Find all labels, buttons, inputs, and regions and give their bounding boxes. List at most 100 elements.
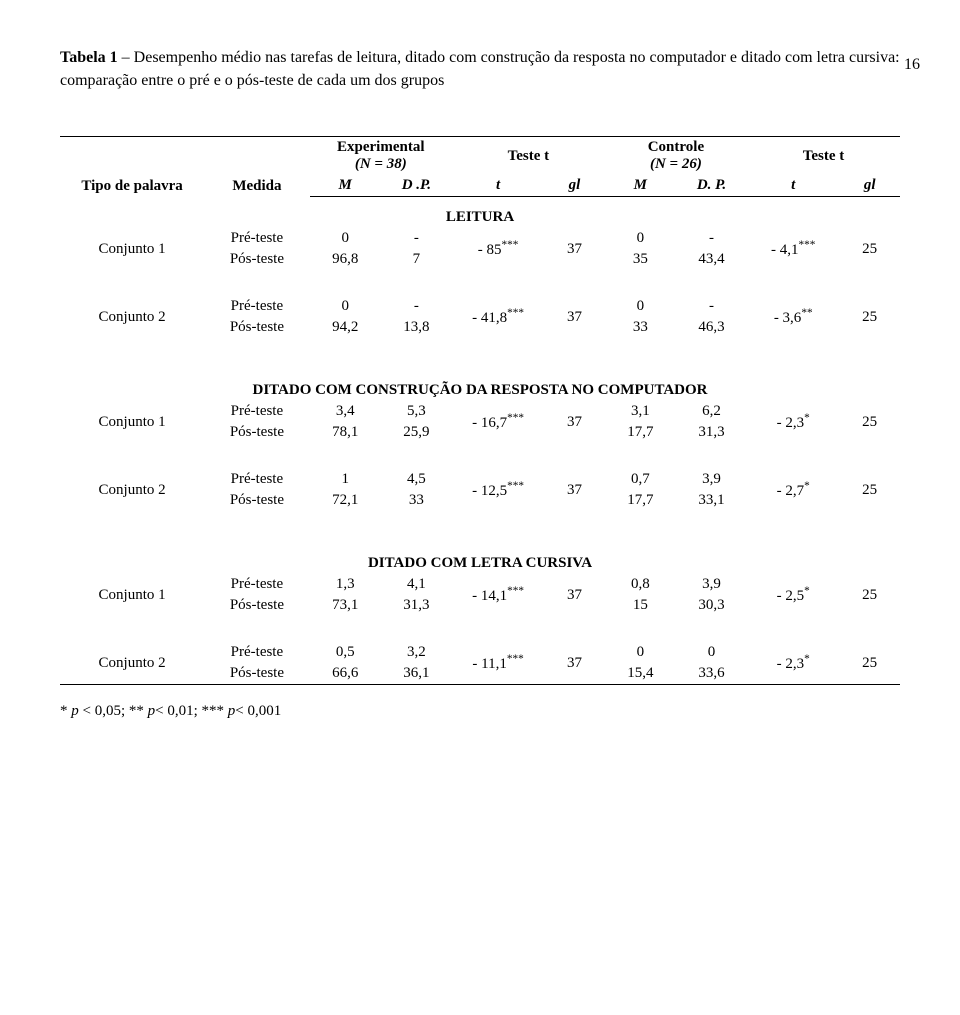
spacer (60, 616, 900, 642)
fn-star1: * (60, 703, 71, 719)
cell: 96,8 (310, 249, 381, 270)
th-teste-t-1: Teste t (452, 137, 605, 176)
t-val: - 2,7 (777, 483, 805, 499)
t-sig: *** (501, 239, 518, 251)
cell: 0 (676, 642, 747, 663)
label-pre: Pré-teste (204, 228, 309, 249)
cell: 6,2 (676, 401, 747, 422)
t-sig: *** (507, 585, 524, 597)
cell: 72,1 (310, 490, 381, 511)
cell-t: - 14,1*** (452, 574, 544, 616)
cell: 0,8 (605, 574, 676, 595)
cell: 31,3 (676, 422, 747, 443)
cell: 0 (310, 228, 381, 249)
th-gl-1: gl (544, 175, 605, 197)
label-pre: Pré-teste (204, 574, 309, 595)
table-row: Conjunto 2 Pré-teste 0 - - 41,8*** 37 0 … (60, 296, 900, 317)
th-exp-label: Experimental (337, 139, 425, 155)
cell: 31,3 (381, 595, 452, 616)
th-ctrl-n: (N = 26) (650, 156, 702, 172)
cell: 0,7 (605, 469, 676, 490)
t-val: - 2,5 (777, 588, 805, 604)
table-body: LEITURA Conjunto 1 Pré-teste 0 - - 85***… (60, 197, 900, 685)
cell-gl: 37 (544, 469, 605, 511)
th-teste-t-2: Teste t (747, 137, 900, 176)
cell-gl: 37 (544, 574, 605, 616)
cell-gl: 25 (839, 401, 900, 443)
section-ditado-comp: DITADO COM CONSTRUÇÃO DA RESPOSTA NO COM… (60, 338, 900, 401)
t-val: - 2,3 (777, 415, 805, 431)
cell: 3,9 (676, 469, 747, 490)
cell-t: - 16,7*** (452, 401, 544, 443)
label-c1: Conjunto 1 (60, 228, 204, 270)
cell: 1 (310, 469, 381, 490)
t-sig: *** (507, 653, 524, 665)
table-row: Conjunto 1 Pré-teste 0 - - 85*** 37 0 - … (60, 228, 900, 249)
t-val: - 12,5 (472, 483, 507, 499)
t-sig: * (804, 480, 810, 492)
t-val: - 2,3 (777, 656, 805, 672)
th-DP-2: D. P. (676, 175, 747, 197)
table-row: Conjunto 1 Pré-teste 1,3 4,1 - 14,1*** 3… (60, 574, 900, 595)
label-pos: Pós-teste (204, 317, 309, 338)
cell-t: - 3,6** (747, 296, 839, 338)
cell: 33 (381, 490, 452, 511)
cell: - (676, 296, 747, 317)
t-sig: *** (507, 307, 524, 319)
cell: 0,5 (310, 642, 381, 663)
results-table: Tipo de palavra Medida Experimental (N =… (60, 136, 900, 685)
cell-t: - 2,3* (747, 642, 839, 685)
table-caption: Tabela 1 – Desempenho médio nas tarefas … (60, 46, 900, 92)
cell-t: - 12,5*** (452, 469, 544, 511)
fn-p1v: < 0,05; (79, 703, 129, 719)
table-row: Conjunto 2 Pré-teste 1 4,5 - 12,5*** 37 … (60, 469, 900, 490)
cell: - (381, 296, 452, 317)
cell: 35 (605, 249, 676, 270)
cell: - (676, 228, 747, 249)
cell-gl: 37 (544, 228, 605, 270)
th-ctrl-label: Controle (648, 139, 704, 155)
cell: 33,1 (676, 490, 747, 511)
cell-gl: 25 (839, 469, 900, 511)
spacer (60, 270, 900, 296)
th-t-1: t (452, 175, 544, 197)
cell: 4,1 (381, 574, 452, 595)
t-sig: *** (507, 480, 524, 492)
cell: 36,1 (381, 663, 452, 685)
t-val: - 3,6 (774, 310, 802, 326)
cell-gl: 37 (544, 401, 605, 443)
label-c2: Conjunto 2 (60, 469, 204, 511)
t-sig: *** (507, 412, 524, 424)
label-c2: Conjunto 2 (60, 642, 204, 685)
label-c1: Conjunto 1 (60, 574, 204, 616)
cell: 25,9 (381, 422, 452, 443)
cell-gl: 25 (839, 228, 900, 270)
th-M-2: M (605, 175, 676, 197)
t-sig: * (804, 412, 810, 424)
cell: 0 (310, 296, 381, 317)
section-leitura: LEITURA (60, 197, 900, 229)
cell: 94,2 (310, 317, 381, 338)
t-val: - 16,7 (472, 415, 507, 431)
cell: 3,9 (676, 574, 747, 595)
cell-t: - 2,5* (747, 574, 839, 616)
cell: 33,6 (676, 663, 747, 685)
table-row: Conjunto 1 Pré-teste 3,4 5,3 - 16,7*** 3… (60, 401, 900, 422)
section-ditado-cursiva: DITADO COM LETRA CURSIVA (60, 511, 900, 574)
th-t-2: t (747, 175, 839, 197)
cell: 30,3 (676, 595, 747, 616)
t-val: - 4,1 (771, 242, 799, 258)
th-experimental: Experimental (N = 38) (310, 137, 452, 176)
page: 16 Tabela 1 – Desempenho médio nas taref… (0, 46, 960, 1015)
th-DP-1: D .P. (381, 175, 452, 197)
cell: 78,1 (310, 422, 381, 443)
label-c1: Conjunto 1 (60, 401, 204, 443)
t-val: - 14,1 (472, 588, 507, 604)
label-pre: Pré-teste (204, 469, 309, 490)
cell: 13,8 (381, 317, 452, 338)
fn-p1: p (71, 703, 79, 719)
cell: 4,5 (381, 469, 452, 490)
th-exp-n: (N = 38) (355, 156, 407, 172)
cell: 17,7 (605, 490, 676, 511)
t-sig: ** (801, 307, 812, 319)
